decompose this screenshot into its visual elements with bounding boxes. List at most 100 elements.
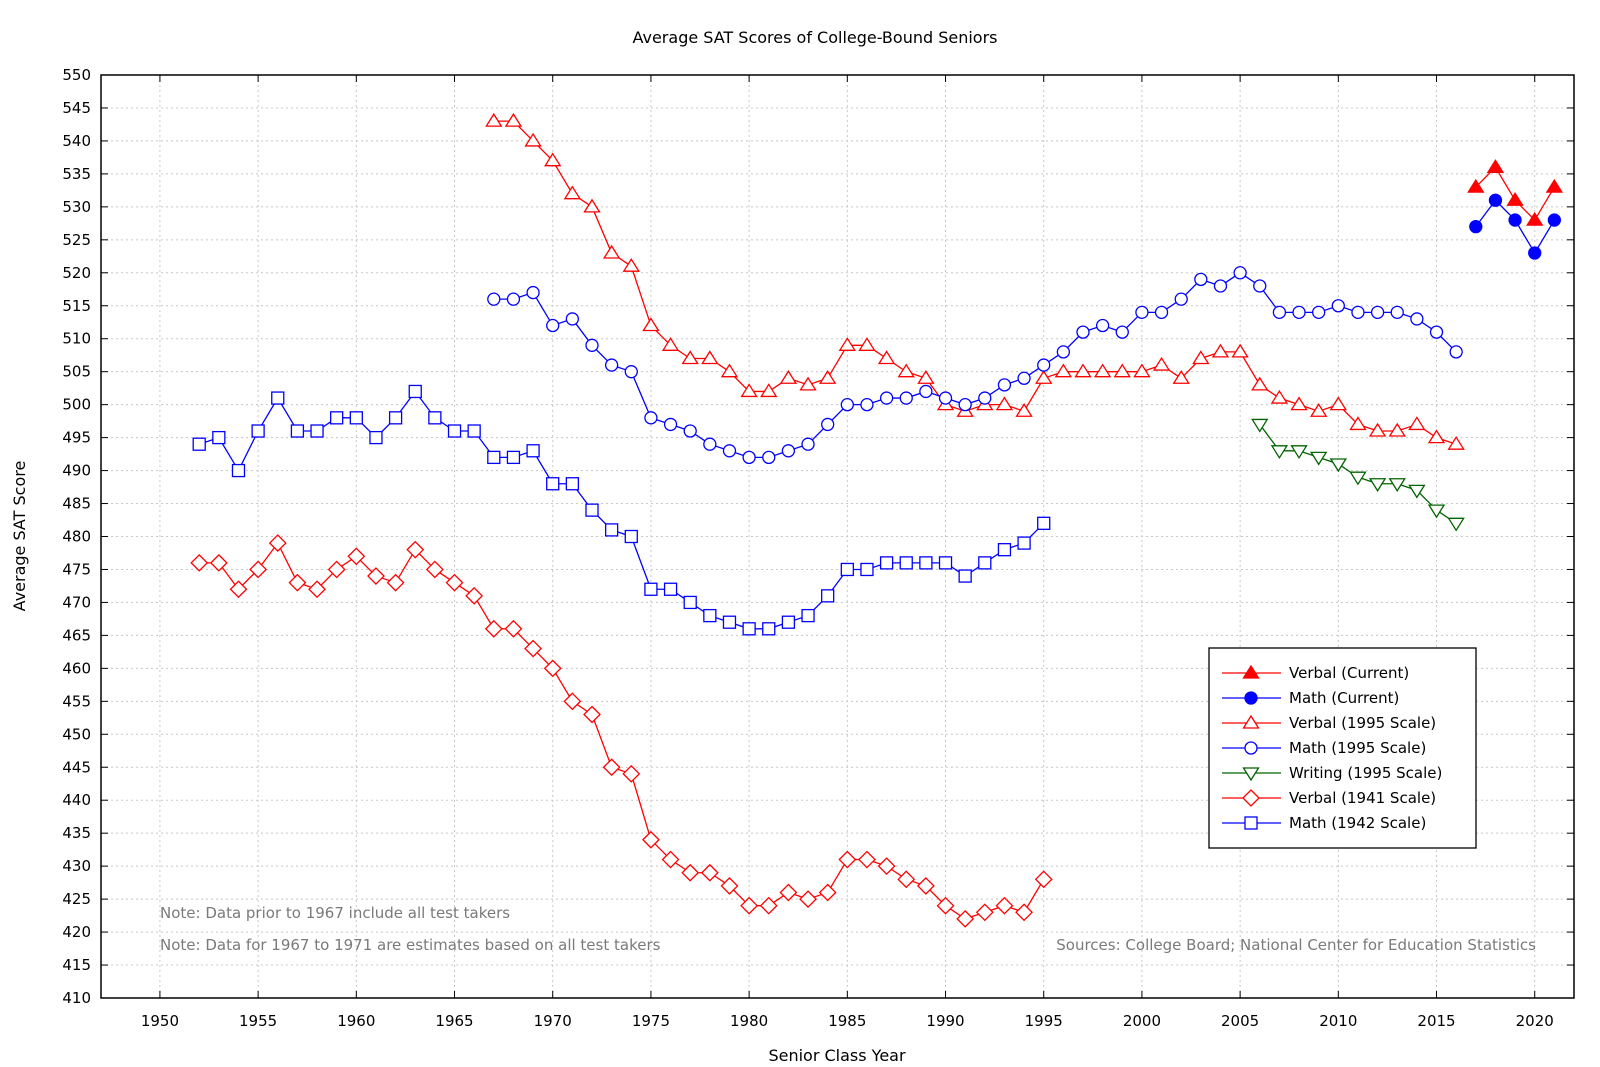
data-point-verbal-1995-scale <box>1113 363 1131 378</box>
data-point-math-1995-scale <box>1037 358 1051 372</box>
data-point-math-1995-scale <box>762 450 776 465</box>
data-point-verbal-1941-scale <box>347 547 366 566</box>
y-tick-label: 495 <box>62 429 91 447</box>
data-point-math-1995-scale <box>1429 325 1444 339</box>
series-math-1995-scale <box>487 266 1463 465</box>
data-point-math-1942-scale <box>604 523 619 537</box>
data-point-math-1995-scale <box>546 318 560 333</box>
legend-item-verbal-1995-scale: Verbal (1995 Scale) <box>1222 714 1436 732</box>
data-point-verbal-1995-scale <box>602 244 621 259</box>
data-point-math-1942-scale <box>997 543 1012 557</box>
x-tick-label: 1975 <box>632 1012 670 1030</box>
data-point-verbal-1995-scale <box>1192 350 1210 365</box>
data-point-math-1942-scale <box>801 608 815 623</box>
data-point-verbal-current <box>1526 211 1544 226</box>
data-point-math-1942-scale <box>821 589 835 603</box>
note-pre-1967: Note: Data prior to 1967 include all tes… <box>160 904 510 922</box>
data-point-verbal-1995-scale <box>1408 416 1426 431</box>
x-tick-label: 1955 <box>239 1012 277 1030</box>
data-point-math-current <box>1547 213 1562 227</box>
legend-label: Math (Current) <box>1289 689 1399 707</box>
legend-marker <box>1244 741 1258 755</box>
data-point-math-1942-scale <box>290 424 305 438</box>
data-point-verbal-1995-scale <box>1015 403 1033 417</box>
data-point-verbal-1941-scale <box>268 534 287 553</box>
data-point-math-1995-scale <box>899 391 913 405</box>
data-point-verbal-1941-scale <box>367 567 385 585</box>
data-point-math-1995-scale <box>821 417 835 432</box>
data-point-math-1995-scale <box>997 378 1012 392</box>
data-point-math-1995-scale <box>1017 371 1031 385</box>
data-point-verbal-1995-scale <box>799 376 817 391</box>
data-point-math-1995-scale <box>624 365 638 379</box>
data-point-verbal-1995-scale <box>1172 370 1190 384</box>
data-point-math-1942-scale <box>762 622 776 636</box>
legend-label: Writing (1995 Scale) <box>1289 764 1442 782</box>
data-point-verbal-1941-scale <box>327 560 346 579</box>
x-tick-label: 1995 <box>1025 1012 1063 1030</box>
data-point-verbal-1995-scale <box>1231 343 1249 358</box>
data-point-math-1942-scale <box>271 391 285 405</box>
data-point-verbal-1995-scale <box>524 132 542 147</box>
data-point-math-1942-scale <box>447 424 462 438</box>
data-point-math-1995-scale <box>1312 305 1326 319</box>
data-point-math-1995-scale <box>1253 279 1267 293</box>
x-tick-label: 1985 <box>828 1012 866 1030</box>
series-math-current <box>1469 193 1562 260</box>
data-point-verbal-1941-scale <box>602 758 621 777</box>
data-point-math-1942-scale <box>369 430 383 445</box>
data-point-math-1942-scale <box>919 556 933 570</box>
data-point-math-1942-scale <box>330 411 344 425</box>
data-point-math-1942-scale <box>526 444 540 458</box>
data-point-math-1995-scale <box>1351 305 1365 319</box>
data-point-math-1942-scale <box>251 424 265 438</box>
data-point-math-1995-scale <box>1135 305 1149 319</box>
data-point-verbal-1995-scale <box>1329 396 1347 411</box>
data-point-verbal-1941-scale <box>229 580 248 599</box>
data-point-verbal-1995-scale <box>838 337 856 351</box>
x-tick-label: 2000 <box>1123 1012 1161 1030</box>
y-tick-label: 515 <box>62 297 91 315</box>
data-point-math-1942-scale <box>192 437 206 451</box>
y-tick-label: 450 <box>62 725 91 743</box>
grid <box>101 75 1574 998</box>
data-point-math-1942-scale <box>546 477 560 491</box>
data-point-math-current <box>1469 219 1483 234</box>
y-tick-label: 530 <box>62 198 91 216</box>
x-axis-label: Senior Class Year <box>768 1046 906 1065</box>
data-point-verbal-1995-scale <box>760 383 778 398</box>
data-point-math-1995-scale <box>958 397 972 412</box>
x-tick-label: 2015 <box>1417 1012 1455 1030</box>
y-tick-label: 445 <box>62 758 91 776</box>
data-point-verbal-1941-scale <box>956 909 975 928</box>
data-point-verbal-1941-scale <box>386 573 405 592</box>
data-point-math-1995-scale <box>1174 292 1188 306</box>
data-point-math-1995-scale <box>683 424 697 438</box>
data-point-math-1942-scale <box>231 463 246 478</box>
note-1967-1971: Note: Data for 1967 to 1971 are estimate… <box>160 936 661 954</box>
data-point-math-1942-scale <box>1037 516 1051 530</box>
data-point-verbal-1995-scale <box>1270 389 1289 404</box>
data-point-verbal-1941-scale <box>916 877 935 895</box>
data-point-verbal-1995-scale <box>1388 422 1406 437</box>
data-point-verbal-1941-scale <box>1034 870 1053 889</box>
data-point-math-1942-scale <box>722 615 737 629</box>
legend-marker <box>1242 664 1260 679</box>
data-point-math-1995-scale <box>801 437 815 451</box>
data-point-math-1995-scale <box>1194 272 1208 287</box>
data-point-math-1995-scale <box>1410 312 1424 326</box>
data-point-math-1995-scale <box>938 391 953 405</box>
data-point-verbal-1995-scale <box>622 257 640 272</box>
data-point-math-1942-scale <box>663 582 678 596</box>
data-point-verbal-1995-scale <box>1093 363 1112 378</box>
x-tick-label: 1970 <box>534 1012 572 1030</box>
data-point-verbal-1941-scale <box>465 586 484 605</box>
data-point-verbal-1995-scale <box>1133 363 1151 378</box>
data-point-writing-1995-scale <box>1388 478 1406 492</box>
data-point-math-1995-scale <box>1233 266 1247 280</box>
sources-note: Sources: College Board; National Center … <box>1056 936 1536 954</box>
data-point-verbal-1995-scale <box>1427 429 1446 444</box>
x-tick-label: 1965 <box>435 1012 473 1030</box>
data-point-math-1995-scale <box>840 397 854 412</box>
data-point-math-1995-scale <box>487 292 501 306</box>
